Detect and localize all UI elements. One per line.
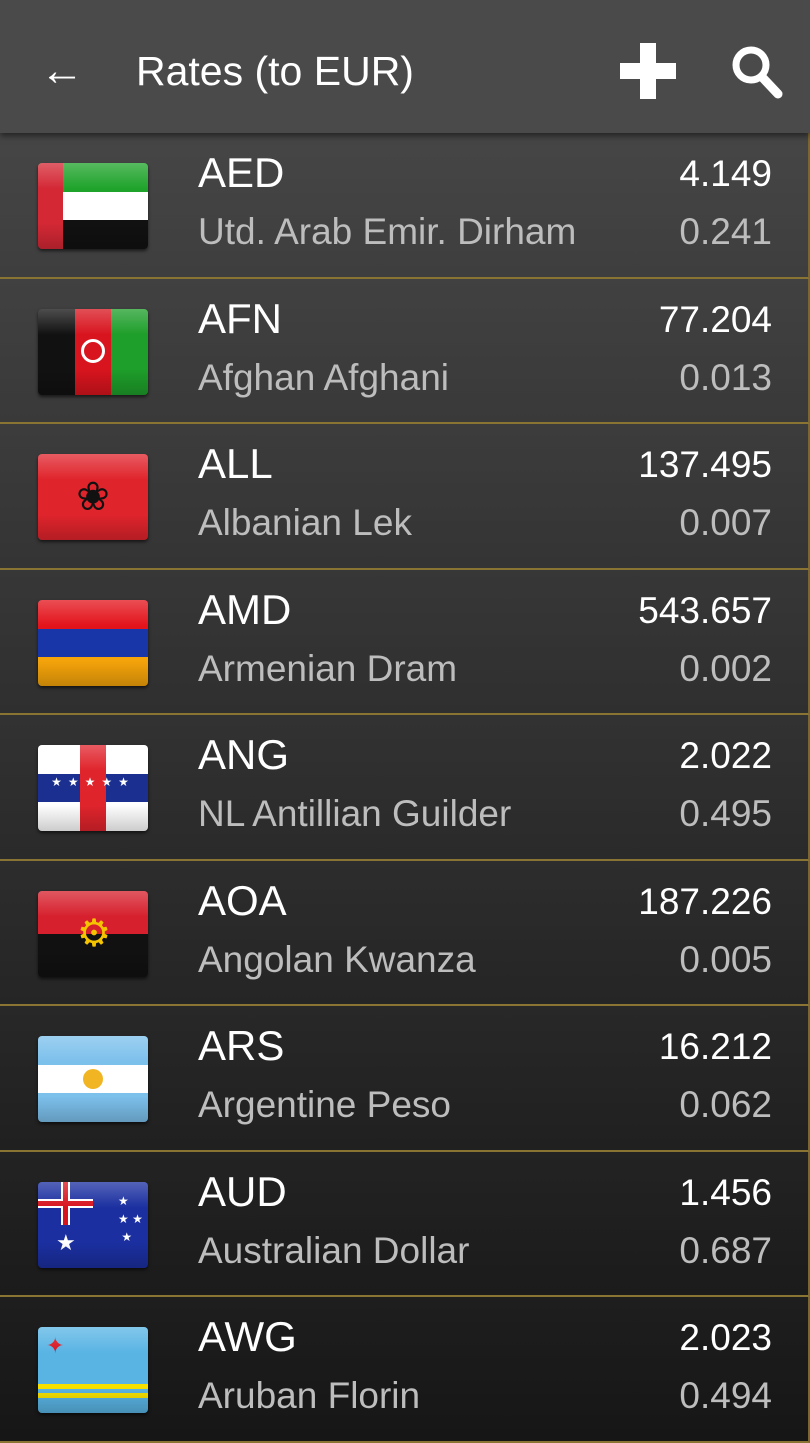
inverse-rate-value: 0.002 xyxy=(679,647,772,689)
uae-flag-icon xyxy=(38,163,148,249)
rate-value: 137.495 xyxy=(638,444,772,485)
netherlands-antilles-flag-icon: ★★★★★ xyxy=(38,745,148,831)
currency-row[interactable]: AFN Afghan Afghani 77.204 0.013 xyxy=(0,278,810,424)
rate-value: 543.657 xyxy=(638,589,772,631)
currency-name: Utd. Arab Emir. Dirham xyxy=(198,211,577,252)
currency-code: ALL xyxy=(198,440,273,487)
currency-name: Aruban Florin xyxy=(198,1375,421,1416)
currency-row[interactable]: ❀ ALL Albanian Lek 137.495 0.007 xyxy=(0,424,810,570)
rate-value: 1.456 xyxy=(679,1171,772,1213)
currency-code: AFN xyxy=(198,294,282,342)
page-title: Rates (to EUR) xyxy=(136,48,414,94)
rate-value: 2.022 xyxy=(679,735,772,776)
currency-code: ANG xyxy=(198,731,290,778)
argentina-flag-icon xyxy=(38,1036,148,1122)
currency-row[interactable]: AMD Armenian Dram 543.657 0.002 xyxy=(0,569,810,715)
rate-value: 187.226 xyxy=(638,880,772,922)
currency-code: AOA xyxy=(198,876,287,924)
inverse-rate-value: 0.005 xyxy=(679,938,772,980)
inverse-rate-value: 0.495 xyxy=(679,793,772,834)
currency-code: AWG xyxy=(198,1313,297,1360)
currency-list: AED Utd. Arab Emir. Dirham 4.149 0.241 A… xyxy=(0,133,810,1443)
inverse-rate-value: 0.687 xyxy=(679,1229,772,1271)
aruba-flag-icon: ✦ xyxy=(38,1327,148,1413)
rate-value: 4.149 xyxy=(679,153,772,194)
inverse-rate-value: 0.062 xyxy=(679,1084,772,1125)
rate-value: 2.023 xyxy=(679,1317,772,1358)
inverse-rate-value: 0.007 xyxy=(679,502,772,543)
albania-flag-icon: ❀ xyxy=(38,454,148,540)
currency-code: ARS xyxy=(198,1022,285,1069)
currency-name: Albanian Lek xyxy=(198,502,412,543)
currency-name: Argentine Peso xyxy=(198,1084,452,1125)
australia-flag-icon: ★ ★ ★ ★ ★ xyxy=(38,1181,148,1268)
rate-value: 77.204 xyxy=(658,298,772,340)
inverse-rate-value: 0.494 xyxy=(679,1375,772,1416)
currency-row[interactable]: AED Utd. Arab Emir. Dirham 4.149 0.241 xyxy=(0,133,810,279)
app-bar: ← Rates (to EUR) xyxy=(0,0,810,133)
afghanistan-flag-icon xyxy=(38,308,148,395)
currency-name: Armenian Dram xyxy=(198,647,458,689)
inverse-rate-value: 0.241 xyxy=(679,211,772,252)
currency-row[interactable]: ✦ AWG Aruban Florin 2.023 0.494 xyxy=(0,1297,810,1443)
plus-icon[interactable] xyxy=(620,43,676,99)
rate-value: 16.212 xyxy=(658,1026,772,1067)
search-icon[interactable] xyxy=(730,44,784,100)
currency-name: Australian Dollar xyxy=(198,1229,470,1271)
currency-code: AMD xyxy=(198,585,292,633)
inverse-rate-value: 0.013 xyxy=(679,356,772,398)
armenia-flag-icon xyxy=(38,599,148,686)
currency-name: NL Antillian Guilder xyxy=(198,793,512,834)
currency-code: AUD xyxy=(198,1167,287,1215)
currency-name: Afghan Afghani xyxy=(198,356,449,398)
currency-row[interactable]: ★★★★★ ANG NL Antillian Guilder 2.022 0.4… xyxy=(0,715,810,861)
currency-code: AED xyxy=(198,149,285,196)
currency-row[interactable]: ★ ★ ★ ★ ★ AUD Australian Dollar 1.456 0.68… xyxy=(0,1151,810,1297)
currency-name: Angolan Kwanza xyxy=(198,938,476,980)
currency-row[interactable]: ⚙ AOA Angolan Kwanza 187.226 0.005 xyxy=(0,860,810,1006)
currency-row[interactable]: ARS Argentine Peso 16.212 0.062 xyxy=(0,1006,810,1152)
back-arrow-icon[interactable]: ← xyxy=(40,46,84,95)
angola-flag-icon: ⚙ xyxy=(38,890,148,977)
